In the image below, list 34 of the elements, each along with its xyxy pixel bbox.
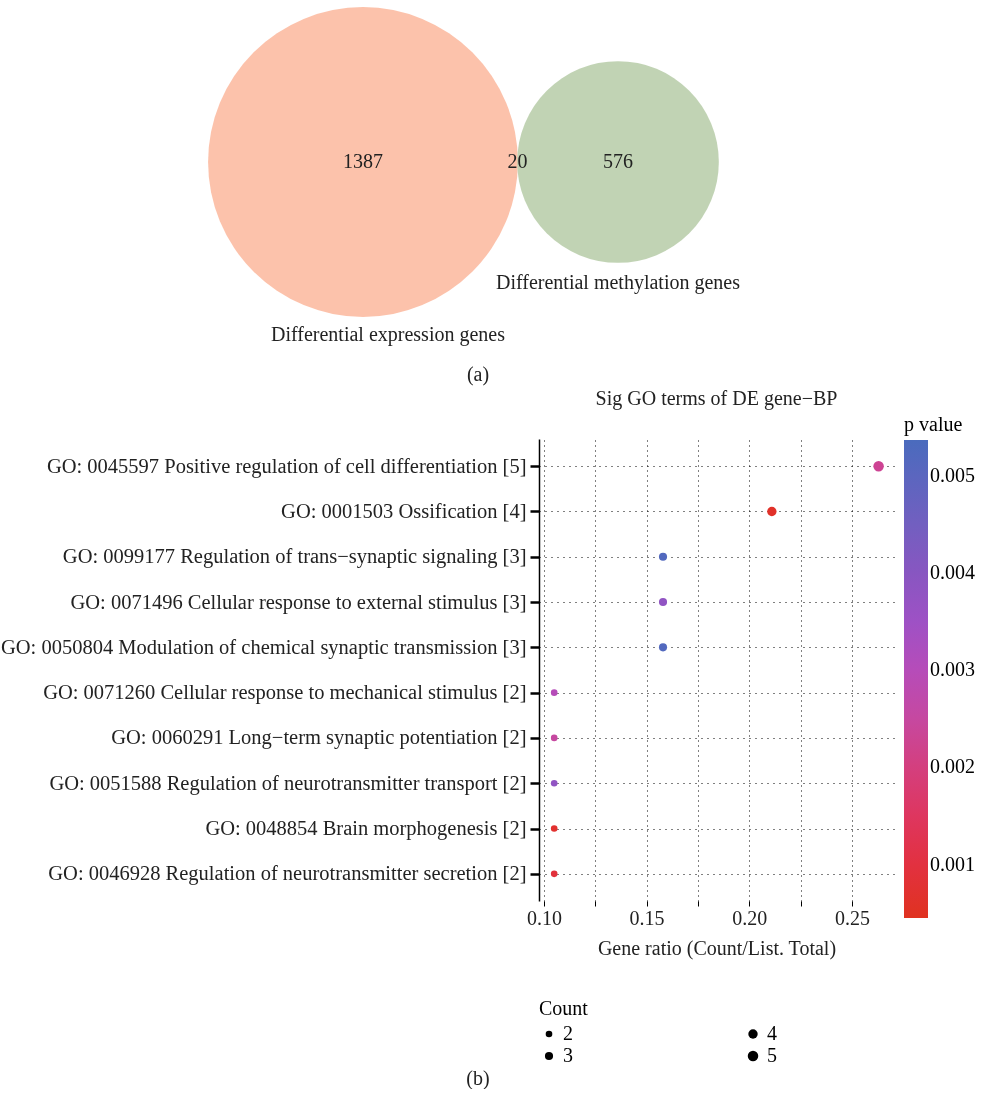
- text: (a): [466, 363, 490, 386]
- y-tick-label: GO: 0046928 Regulation of neurotransmitter secretion [2]: [48, 862, 527, 886]
- y-tick-label: GO: 0071496 Cellular response to external stimulus [3]: [70, 590, 527, 614]
- color-bar-label: 0.005: [930, 463, 975, 486]
- color-bar-label: 0.002: [930, 755, 975, 778]
- legend-label: 3: [563, 1044, 573, 1066]
- y-tick-label: GO: 0048854 Brain morphogenesis [2]: [205, 817, 527, 841]
- x-tick-label: 0.10: [526, 906, 562, 929]
- y-tick-label: GO: 0099177 Regulation of trans−synaptic signaling [3]: [62, 545, 527, 569]
- legend-title: Count: [539, 997, 589, 1019]
- data-label: 1387: [343, 150, 383, 172]
- y-tick-label: GO: 0051588 Regulation of neurotransmitter transport [2]: [49, 771, 527, 795]
- color-bar-label: 0.004: [930, 561, 975, 584]
- legend-label: 2: [563, 1022, 573, 1044]
- x-tick-label: 0.20: [732, 906, 768, 929]
- text: (b): [466, 1067, 490, 1090]
- data-label: 576: [603, 150, 633, 172]
- y-tick-label: GO: 0060291 Long−term synaptic potentiation [2]: [111, 726, 527, 750]
- color-bar-label: 0.001: [930, 852, 975, 875]
- legend-label: 4: [767, 1022, 777, 1044]
- category-label: Differential expression genes: [271, 322, 506, 346]
- y-tick-label: GO: 0045597 Positive regulation of cell differentiation [5]: [46, 454, 527, 478]
- color-bar-label: 0.003: [930, 658, 975, 681]
- category-label: Differential methylation genes: [496, 270, 741, 294]
- x-tick-label: 0.25: [834, 906, 870, 929]
- data-label: 20: [507, 150, 528, 172]
- legend-label: 5: [767, 1044, 777, 1066]
- y-tick-label: GO: 0050804 Modulation of chemical synaptic transmission [3]: [0, 635, 527, 659]
- y-tick-label: GO: 0001503 Ossification [4]: [281, 499, 527, 522]
- x-axis-title: Gene ratio (Count/List. Total): [597, 936, 837, 960]
- y-tick-label: GO: 0071260 Cellular response to mechanical stimulus [2]: [43, 681, 527, 705]
- chart-title: Sig GO terms of DE gene−BP: [595, 387, 838, 410]
- color-bar-title: p value: [904, 413, 963, 436]
- x-tick-label: 0.15: [629, 906, 665, 929]
